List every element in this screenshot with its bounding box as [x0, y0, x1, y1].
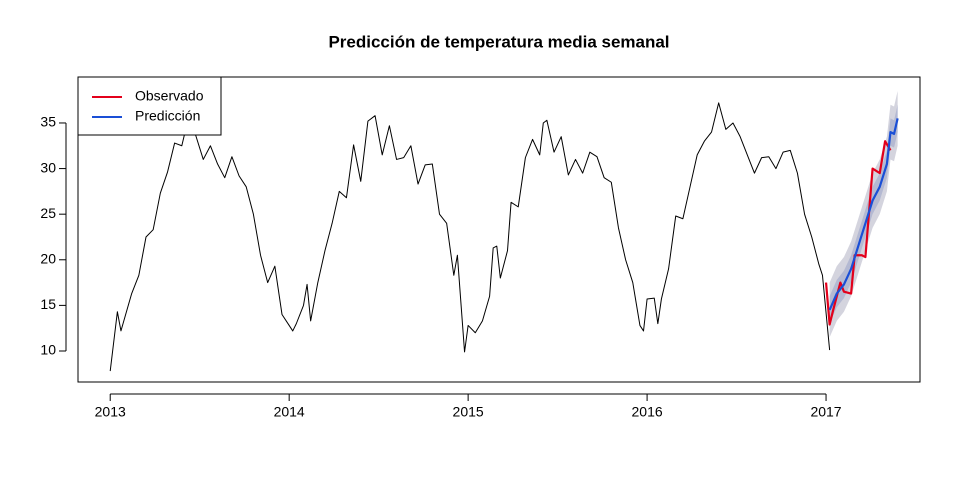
series-line — [109, 102, 831, 372]
x-tick-label: 2017 — [810, 404, 841, 420]
y-tick-label: 10 — [40, 342, 56, 358]
series-line — [828, 118, 899, 311]
chart-title: Predicción de temperatura media semanal — [328, 32, 669, 51]
legend-label: Observado — [135, 88, 204, 104]
y-tick-label: 15 — [40, 296, 56, 312]
prediction-interval — [829, 104, 898, 324]
x-tick-label: 2014 — [274, 404, 305, 420]
legend-box — [77, 76, 222, 136]
x-tick-label: 2013 — [95, 404, 126, 420]
y-tick-label: 20 — [40, 250, 56, 266]
y-tick-label: 30 — [40, 159, 56, 175]
x-tick-label: 2016 — [632, 404, 663, 420]
y-tick-label: 35 — [40, 114, 56, 130]
legend-label: Predicción — [135, 108, 200, 124]
plot-frame — [77, 76, 921, 383]
y-tick-label: 25 — [40, 205, 56, 221]
x-tick-label: 2015 — [453, 404, 484, 420]
